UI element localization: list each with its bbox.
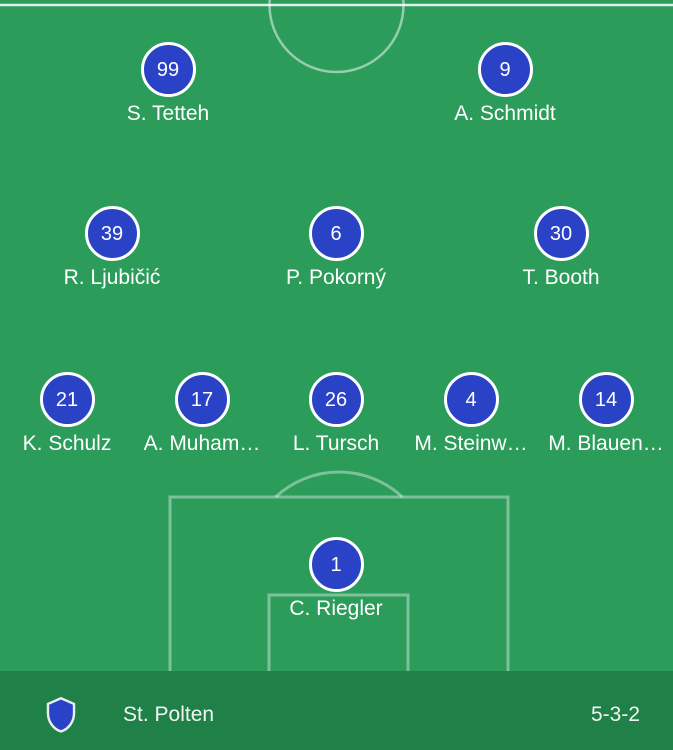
player-number: 99 [156,58,180,81]
player-number: 26 [324,388,348,411]
player[interactable]: 14 M. Blauen… [539,372,673,456]
player-name: T. Booth [522,266,600,289]
player-name: P. Pokorný [285,266,386,289]
player-name: M. Steinw… [414,432,528,455]
player[interactable]: 99 S. Tetteh [68,42,268,126]
player[interactable]: 21 K. Schulz [0,372,134,456]
player[interactable]: 39 R. Ljubičić [22,206,202,290]
team-badge-shield-icon [46,696,76,733]
player-jersey-circle: 14 [578,372,634,427]
player-jersey-circle: 4 [443,372,499,427]
player-number: 4 [465,388,477,411]
player[interactable]: 1 C. Riegler [236,537,436,621]
player-jersey-circle: 9 [477,42,533,97]
player-jersey-circle: 21 [39,372,95,427]
player-number: 30 [549,222,573,245]
player-number: 39 [100,222,124,245]
team-bar[interactable]: St. Polten 5-3-2 [0,671,673,750]
player-jersey-circle: 30 [533,206,589,261]
penalty-arc [274,470,404,499]
center-circle [268,0,405,74]
player[interactable]: 4 M. Steinw… [404,372,538,456]
player[interactable]: 9 A. Schmidt [405,42,605,126]
player-name: L. Tursch [292,432,380,455]
player-jersey-circle: 99 [140,42,196,97]
player-name: S. Tetteh [126,102,210,125]
player[interactable]: 26 L. Tursch [269,372,403,456]
player-name: M. Blauen… [548,432,664,455]
player-jersey-circle: 6 [308,206,364,261]
player[interactable]: 30 T. Booth [471,206,651,290]
player-number: 6 [330,222,342,245]
player-number: 1 [330,553,342,576]
player[interactable]: 6 P. Pokorný [246,206,426,290]
player-jersey-circle: 1 [308,537,364,592]
penalty-box [168,495,510,671]
team-name: St. Polten [123,702,215,726]
player-name: A. Schmidt [454,102,556,125]
player-name: R. Ljubičić [63,266,161,289]
player-jersey-circle: 26 [308,372,364,427]
player-name: A. Muham… [143,432,261,455]
player-number: 17 [190,388,214,411]
player-jersey-circle: 39 [84,206,140,261]
player-name: K. Schulz [22,432,112,455]
player-name: C. Riegler [289,597,383,620]
player-number: 9 [499,58,511,81]
pitch-markings [0,0,673,671]
player-number: 14 [594,388,618,411]
goal-area [267,593,410,671]
player-number: 21 [55,388,79,411]
team-formation: 5-3-2 [590,702,640,726]
player[interactable]: 17 A. Muham… [135,372,269,456]
player-jersey-circle: 17 [174,372,230,427]
